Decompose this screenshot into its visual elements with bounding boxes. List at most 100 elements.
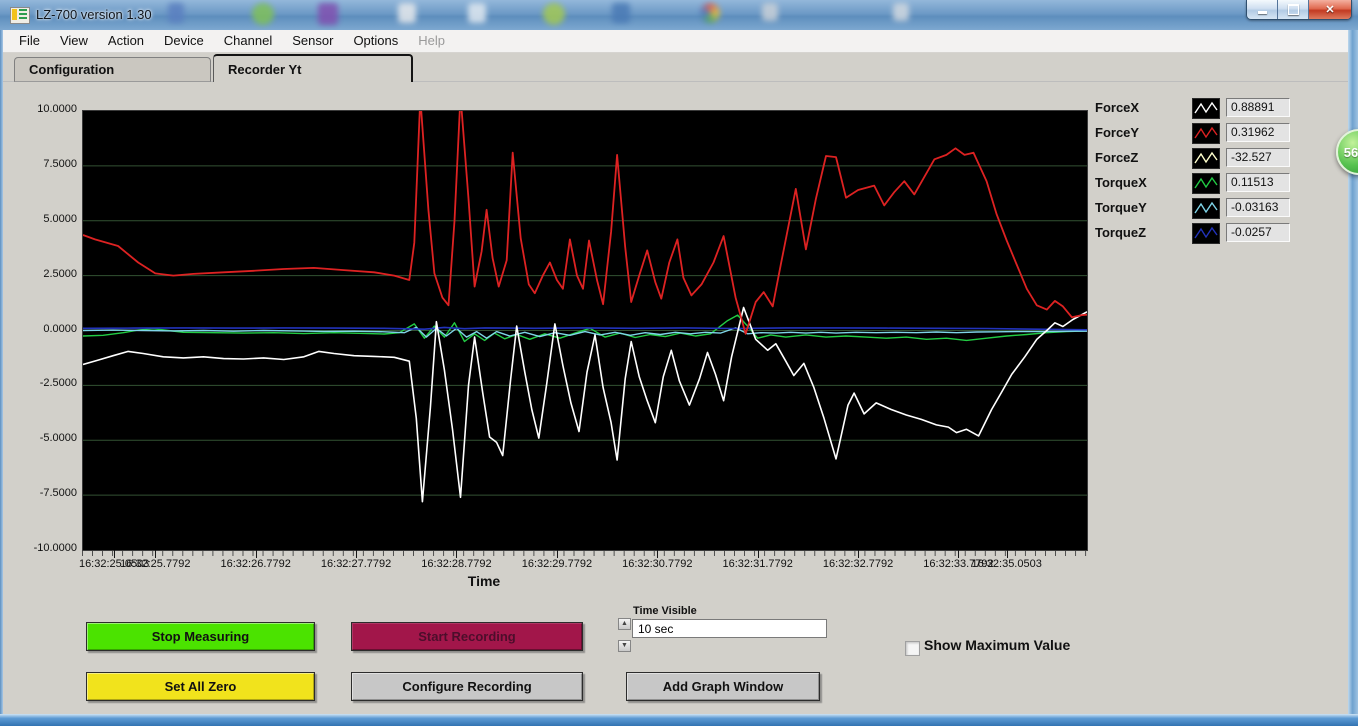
x-tick-label: 16:32:31.7792	[722, 558, 793, 570]
tab-recorder-yt[interactable]: Recorder Yt	[213, 54, 413, 82]
desktop-icon-blur	[762, 3, 778, 21]
desktop-icon-blur	[168, 3, 184, 23]
x-major-tick	[155, 550, 157, 558]
tab-baseline	[3, 81, 1348, 82]
x-axis-title: Time	[467, 573, 501, 589]
menu-item-view[interactable]: View	[59, 33, 88, 48]
time-visible-input[interactable]	[632, 619, 827, 638]
x-tick-label: 16:32:29.7792	[521, 558, 593, 570]
decrement-button[interactable]: ▼	[618, 640, 631, 652]
overlay-badge[interactable]: 56	[1336, 129, 1358, 175]
x-major-tick	[858, 550, 860, 558]
desktop-icon-blur	[252, 3, 274, 25]
y-tick-label: 0.0000	[43, 322, 77, 335]
menu-item-action[interactable]: Action	[107, 33, 145, 48]
close-button[interactable]: ✕	[1309, 0, 1351, 19]
legend-value: 0.11513	[1226, 173, 1290, 192]
overlay-badge-text: 56	[1343, 144, 1358, 160]
legend-value: -0.03163	[1226, 198, 1290, 217]
y-tick-label: -5.0000	[39, 432, 77, 445]
legend-value: 0.31962	[1226, 123, 1290, 142]
increment-button[interactable]: ▲	[618, 618, 631, 630]
x-major-tick	[757, 550, 759, 558]
series-torquey	[83, 326, 1087, 339]
menu-item-options[interactable]: Options	[353, 33, 399, 48]
legend-row-forcex: ForceX 0.88891	[1093, 98, 1293, 123]
x-tick-label: 16:32:33.7792	[923, 558, 994, 570]
legend-label: ForceY	[1095, 125, 1140, 140]
menu-item-device[interactable]: Device	[164, 33, 204, 48]
legend-row-torquex: TorqueX 0.11513	[1093, 173, 1293, 198]
x-tick-label: 16:32:25.7792	[120, 558, 191, 570]
maximize-button[interactable]	[1278, 0, 1309, 19]
show-maximum-label: Show Maximum Value	[924, 637, 1071, 653]
maximize-icon	[1287, 4, 1299, 15]
show-maximum-checkbox[interactable]	[905, 641, 920, 656]
desktop-icon-blur	[468, 3, 486, 23]
desktop-icon-blur	[893, 3, 909, 21]
menu-item-help: Help	[418, 33, 445, 48]
legend-row-torquey: TorqueY -0.03163	[1093, 198, 1293, 223]
legend-value: -32.527	[1226, 148, 1290, 167]
tab-label: Recorder Yt	[228, 61, 302, 77]
legend-swatch[interactable]	[1192, 198, 1220, 219]
window-title: LZ-700 version 1.30	[36, 7, 152, 22]
waveform-chart	[82, 110, 1088, 551]
series-torquez	[83, 326, 1087, 331]
x-tick-label: 16:32:35.0503	[971, 558, 1042, 570]
y-tick-label: 5.0000	[43, 212, 77, 225]
window-controls: ✕	[1246, 0, 1352, 20]
legend-swatch[interactable]	[1192, 148, 1220, 169]
legend-row-forcez: ForceZ -32.527	[1093, 148, 1293, 173]
y-tick-label: 7.5000	[43, 157, 77, 170]
legend-label: ForceZ	[1095, 150, 1139, 165]
legend-row-forcey: ForceY 0.31962	[1093, 123, 1293, 148]
legend-value: 0.88891	[1226, 98, 1290, 117]
x-tick-label: 16:32:32.7792	[822, 558, 894, 570]
y-tick-label: -7.5000	[39, 487, 77, 500]
series-forcey	[83, 111, 1087, 335]
x-tick-label: 16:32:26.7792	[220, 558, 291, 570]
x-tick-label: 16:32:25.0503	[78, 558, 150, 570]
desktop-icon-blur	[700, 3, 720, 23]
x-major-tick	[356, 550, 358, 558]
start-recording-button[interactable]: Start Recording	[351, 622, 583, 651]
legend-label: TorqueY	[1095, 200, 1147, 215]
x-major-tick	[255, 550, 257, 558]
app-icon	[10, 7, 30, 24]
stop-measuring-button[interactable]: Stop Measuring	[86, 622, 315, 651]
legend-label: ForceX	[1095, 100, 1140, 115]
configure-recording-button[interactable]: Configure Recording	[351, 672, 583, 701]
legend-label: TorqueZ	[1095, 225, 1147, 240]
desktop-icon-blur	[543, 3, 565, 25]
menu-item-sensor[interactable]: Sensor	[292, 33, 334, 48]
desktop-icon-blur	[318, 3, 338, 25]
tab-label: Configuration	[29, 62, 115, 77]
series-forcex	[83, 306, 1087, 503]
x-major-tick	[1006, 550, 1008, 558]
x-tick-label: 16:32:27.7792	[320, 558, 392, 570]
title-bar: LZ-700 version 1.30 ✕	[0, 0, 1358, 31]
legend-value: -0.0257	[1226, 223, 1290, 242]
menu-bar: File View Action Device Channel Sensor Options…	[3, 30, 1348, 53]
legend-swatch[interactable]	[1192, 223, 1220, 244]
menu-item-channel[interactable]: Channel	[223, 33, 273, 48]
legend-swatch[interactable]	[1192, 98, 1220, 119]
x-major-tick	[456, 550, 458, 558]
legend-row-torquez: TorqueZ -0.0257	[1093, 223, 1293, 248]
x-major-tick	[958, 550, 960, 558]
minimize-button[interactable]	[1247, 0, 1278, 19]
x-major-tick	[657, 550, 659, 558]
legend-label: TorqueX	[1095, 175, 1147, 190]
legend-swatch[interactable]	[1192, 123, 1220, 144]
add-graph-window-button[interactable]: Add Graph Window	[626, 672, 820, 701]
minimize-icon	[1257, 11, 1267, 14]
y-tick-label: 2.5000	[43, 267, 77, 280]
x-major-tick	[114, 550, 116, 558]
close-icon: ✕	[1325, 4, 1335, 16]
legend-swatch[interactable]	[1192, 173, 1220, 194]
menu-item-file[interactable]: File	[19, 33, 40, 48]
window-border-left	[0, 30, 3, 714]
set-all-zero-button[interactable]: Set All Zero	[86, 672, 315, 701]
tab-configuration[interactable]: Configuration	[14, 57, 211, 82]
